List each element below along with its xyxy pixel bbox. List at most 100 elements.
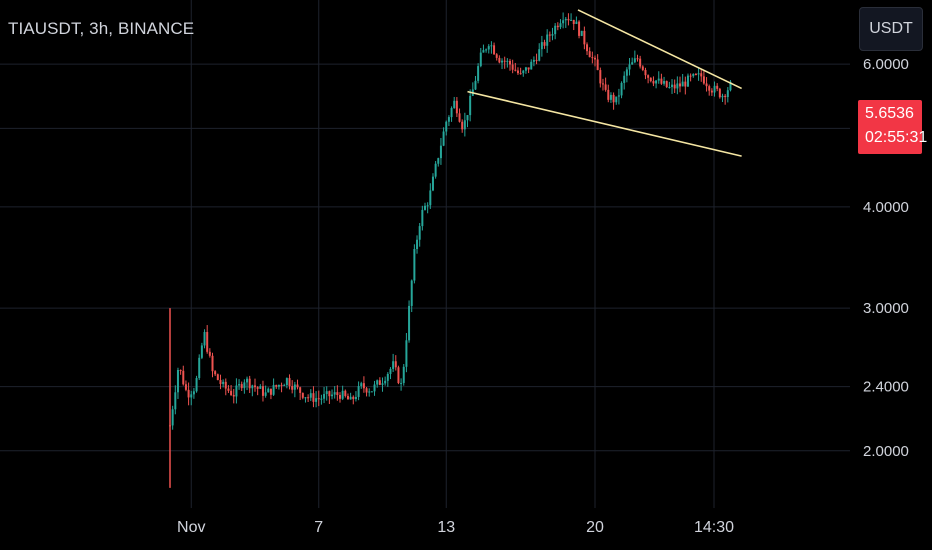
candle-body bbox=[339, 395, 341, 399]
candle-body bbox=[182, 370, 185, 385]
candle-body bbox=[235, 385, 238, 397]
candle-body bbox=[482, 50, 485, 53]
y-tick-label: 4.0000 bbox=[863, 199, 909, 216]
candle-body bbox=[458, 113, 461, 122]
candle-body bbox=[559, 23, 562, 28]
candle-body bbox=[713, 85, 716, 93]
candle-body bbox=[710, 90, 713, 93]
candle-body bbox=[498, 57, 501, 63]
candle-body bbox=[230, 390, 233, 395]
candle-body bbox=[668, 87, 671, 89]
candle-body bbox=[501, 60, 504, 63]
candle-body bbox=[392, 361, 395, 369]
candle-body bbox=[663, 81, 666, 84]
candle-body bbox=[617, 95, 620, 97]
candle-body bbox=[418, 226, 421, 240]
candle-body bbox=[346, 395, 349, 400]
candle-body bbox=[477, 66, 480, 81]
candle-body bbox=[243, 382, 246, 389]
candle-body bbox=[644, 69, 647, 76]
candle-body bbox=[333, 392, 336, 395]
candle-body bbox=[551, 34, 554, 36]
candle-body bbox=[514, 69, 517, 71]
candle-body bbox=[591, 57, 594, 59]
candle-body bbox=[328, 391, 331, 397]
candle-body bbox=[248, 378, 251, 389]
candle-body bbox=[352, 396, 355, 400]
candle-body bbox=[373, 384, 376, 392]
candle-body bbox=[641, 66, 644, 70]
candle-body bbox=[309, 393, 312, 398]
candle-body bbox=[607, 89, 610, 100]
candle-body bbox=[692, 73, 695, 77]
candle-body bbox=[615, 96, 618, 103]
candle-body bbox=[522, 70, 525, 74]
candle-body bbox=[697, 73, 700, 75]
candle-body bbox=[354, 396, 357, 400]
candle-body bbox=[655, 80, 658, 84]
candle-body bbox=[424, 205, 426, 210]
candle-body bbox=[580, 30, 583, 36]
candle-body bbox=[434, 163, 437, 177]
candle-body bbox=[222, 381, 225, 384]
candle-body bbox=[307, 397, 310, 399]
x-tick-label: 7 bbox=[314, 519, 323, 536]
candle-body bbox=[686, 75, 689, 87]
candle-body bbox=[625, 69, 628, 76]
candle-body bbox=[445, 121, 448, 132]
candle-body bbox=[474, 80, 477, 90]
candle-body bbox=[718, 88, 721, 98]
candle-body bbox=[224, 381, 227, 389]
candle-body bbox=[219, 379, 222, 384]
candle-body bbox=[291, 386, 294, 390]
candle-body bbox=[386, 373, 389, 381]
candle-body bbox=[317, 398, 320, 400]
y-tick-label: 2.0000 bbox=[863, 443, 909, 460]
candle-body bbox=[216, 374, 219, 380]
candle-body bbox=[532, 59, 535, 62]
candle-body bbox=[453, 100, 456, 109]
candle-body bbox=[275, 385, 278, 387]
candle-body bbox=[495, 54, 498, 58]
candle-body bbox=[609, 94, 612, 100]
candle-body bbox=[583, 30, 586, 45]
candle-body bbox=[192, 391, 195, 395]
candle-body bbox=[439, 145, 442, 159]
candle-body bbox=[261, 386, 264, 396]
candle-body bbox=[184, 384, 187, 390]
candle-body bbox=[652, 81, 655, 84]
candle-body bbox=[657, 78, 660, 81]
y-tick-label: 2.4000 bbox=[863, 379, 909, 396]
candle-body bbox=[410, 280, 413, 306]
candle-body bbox=[588, 51, 591, 58]
candle-body bbox=[288, 378, 291, 387]
candle-body bbox=[628, 64, 631, 70]
candle-body bbox=[503, 60, 506, 62]
candle-body bbox=[676, 83, 679, 89]
candle-body bbox=[421, 209, 424, 227]
candle-body bbox=[232, 394, 235, 397]
candle-body bbox=[554, 25, 557, 35]
candle-body bbox=[450, 108, 453, 118]
candle-body bbox=[716, 85, 719, 89]
candle-body bbox=[254, 385, 256, 388]
candle-body bbox=[176, 369, 179, 393]
candle-body bbox=[586, 44, 589, 52]
candle-body bbox=[227, 388, 230, 391]
candle-body bbox=[708, 86, 711, 91]
candle-body bbox=[269, 388, 272, 395]
candle-body bbox=[469, 95, 472, 116]
candle-body bbox=[485, 49, 488, 51]
trendlines bbox=[467, 9, 742, 157]
candle-body bbox=[246, 378, 249, 383]
candle-body bbox=[493, 45, 496, 55]
candle-body bbox=[570, 19, 573, 21]
candle-body bbox=[272, 385, 275, 395]
candle-body bbox=[556, 25, 559, 28]
candle-body bbox=[665, 81, 668, 88]
candle-body bbox=[594, 57, 596, 60]
symbol-title: TIAUSDT, 3h, BINANCE bbox=[8, 19, 195, 38]
currency-button[interactable]: USDT bbox=[859, 7, 923, 51]
candle-body bbox=[331, 394, 334, 397]
